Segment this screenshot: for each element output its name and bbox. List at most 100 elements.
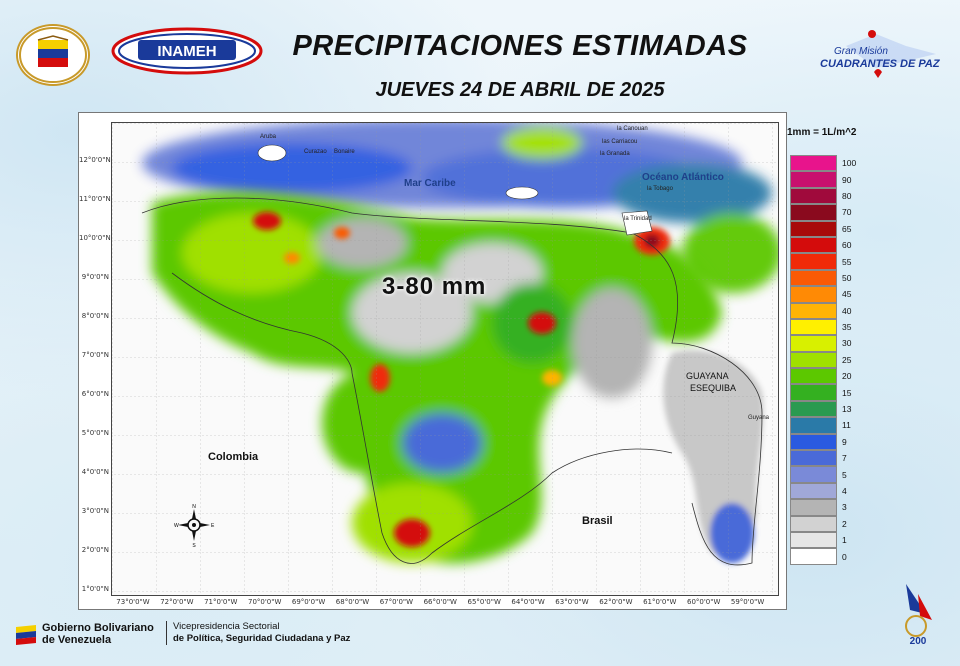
lon-tick-label: 69°0'0"W	[291, 598, 326, 606]
legend-value: 2	[842, 518, 847, 529]
legend-value: 80	[842, 190, 852, 201]
lon-tick-label: 68°0'0"W	[335, 598, 370, 606]
legend-swatch	[790, 236, 837, 254]
legend-row: 13	[790, 400, 862, 418]
legend-value: 25	[842, 354, 852, 365]
legend-value: 15	[842, 387, 852, 398]
legend-swatch	[790, 450, 837, 467]
legend-value: 65	[842, 223, 852, 234]
legend-row: 80	[790, 187, 862, 205]
legend-row: 30	[790, 335, 862, 352]
legend-swatch	[790, 286, 837, 303]
lon-tick-label: 61°0'0"W	[643, 598, 677, 606]
legend-swatch	[790, 351, 837, 369]
legend-row: 15	[790, 384, 862, 401]
lon-tick-label: 71°0'0"W	[204, 598, 238, 606]
legend-row: 9	[790, 433, 862, 451]
legend-swatch	[790, 515, 837, 532]
legend-swatch	[790, 417, 837, 434]
legend-row: 25	[790, 351, 862, 369]
legend-value: 70	[842, 207, 852, 218]
legend-value: 100	[842, 158, 857, 169]
legend-value: 11	[842, 420, 851, 431]
legend-swatch	[790, 269, 837, 287]
lon-tick-label: 70°0'0"W	[247, 598, 282, 606]
lon-tick-label: 67°0'0"W	[379, 598, 414, 606]
lat-tick-label: 4°0'0"N	[81, 468, 109, 476]
lon-tick-label: 63°0'0"W	[555, 598, 589, 606]
legend-row: 50	[790, 269, 862, 287]
compass-e: E	[211, 523, 215, 529]
legend-value: 50	[842, 272, 852, 283]
gobierno-bolivariano-logo: Gobierno Bolivariano de Venezuela	[16, 622, 154, 646]
legend-row: 7	[790, 450, 862, 467]
legend-swatch	[790, 482, 837, 500]
label-esequiba: ESEQUIBA	[690, 383, 736, 393]
gob-line2: de Venezuela	[42, 634, 112, 646]
gob-line1: Gobierno Bolivariano	[42, 622, 154, 634]
compass-w: W	[174, 523, 179, 529]
legend-row: 3	[790, 499, 862, 516]
lat-tick-label: 10°0'0"N	[79, 234, 111, 242]
legend-swatch	[790, 220, 837, 237]
lon-tick-label: 62°0'0"W	[599, 598, 633, 606]
legend-row: 0	[790, 548, 862, 565]
legend-value: 13	[842, 404, 852, 415]
page-title: PRECIPITACIONES ESTIMADAS	[292, 30, 748, 62]
legend-value: 45	[842, 289, 852, 300]
lon-tick-label: 59°0'0"W	[730, 598, 765, 606]
legend-row: 70	[790, 204, 862, 221]
legend-row: 2	[790, 515, 862, 532]
lon-tick-label: 72°0'0"W	[160, 598, 194, 606]
label-brasil: Brasil	[582, 515, 613, 527]
legend-value: 60	[842, 240, 852, 251]
label-aruba: Aruba	[260, 134, 277, 140]
rain-range-label: 3-80 mm	[382, 273, 487, 300]
lon-tick-label: 60°0'0"W	[686, 598, 721, 606]
lon-tick-label: 66°0'0"W	[423, 598, 457, 606]
page-date: JUEVES 24 DE ABRIL DE 2025	[375, 79, 665, 101]
legend-swatch	[790, 368, 837, 385]
legend-swatch	[790, 204, 837, 221]
venezuela-flag-icon	[16, 625, 36, 645]
lat-tick-label: 11°0'0"N	[79, 195, 111, 203]
compass-n: N	[192, 504, 196, 510]
legend-swatch	[790, 466, 837, 483]
label-tobago: la Tobago	[647, 186, 674, 192]
legend-swatch	[790, 155, 837, 172]
label-trinidad: la Trinidad	[624, 216, 652, 222]
lat-tick-label: 7°0'0"N	[81, 351, 109, 359]
lon-tick-label: 65°0'0"W	[467, 598, 501, 606]
legend-value: 40	[842, 305, 852, 316]
legend-swatch	[790, 302, 837, 319]
legend-swatch	[790, 253, 837, 270]
legend-swatch	[790, 400, 837, 418]
inameh-logo: INAMEH	[111, 27, 263, 75]
bicentenario-logo: 200	[905, 584, 932, 647]
legend-value: 30	[842, 338, 852, 349]
label-colombia: Colombia	[208, 451, 259, 463]
legend-row: 40	[790, 302, 862, 319]
lat-tick-label: 12°0'0"N	[79, 156, 111, 164]
legend-swatch	[790, 187, 837, 205]
label-guyana: Guyana	[748, 415, 770, 421]
gran-mision-cuadrantes-logo: Gran Misión CUADRANTES DE PAZ	[820, 30, 941, 78]
legend-row: 100	[790, 155, 862, 172]
legend-row: 60	[790, 236, 862, 254]
legend-value: 5	[842, 469, 847, 480]
legend-swatch	[790, 433, 837, 451]
legend-row: 65	[790, 220, 862, 237]
legend-swatch	[790, 318, 837, 336]
lat-tick-label: 9°0'0"N	[81, 273, 109, 281]
vice-line1: Vicepresidencia Sectorial	[173, 621, 280, 632]
legend-value: 1	[842, 535, 847, 546]
legend-swatch	[790, 531, 837, 549]
legend-swatch	[790, 548, 837, 565]
legend-swatch	[790, 335, 837, 352]
label-curazao: Curazao	[304, 149, 327, 155]
label-oceano-atlantico: Océano Atlántico	[642, 172, 724, 183]
precipitation-legend: 100 90 80 70 65 60 55 50 45 40 35 30 25 20 15 13 11 9 7 5 4 3…	[790, 155, 862, 565]
legend-row: 11	[790, 417, 862, 434]
lon-tick-label: 73°0'0"W	[116, 598, 150, 606]
legend-swatch	[790, 384, 837, 401]
